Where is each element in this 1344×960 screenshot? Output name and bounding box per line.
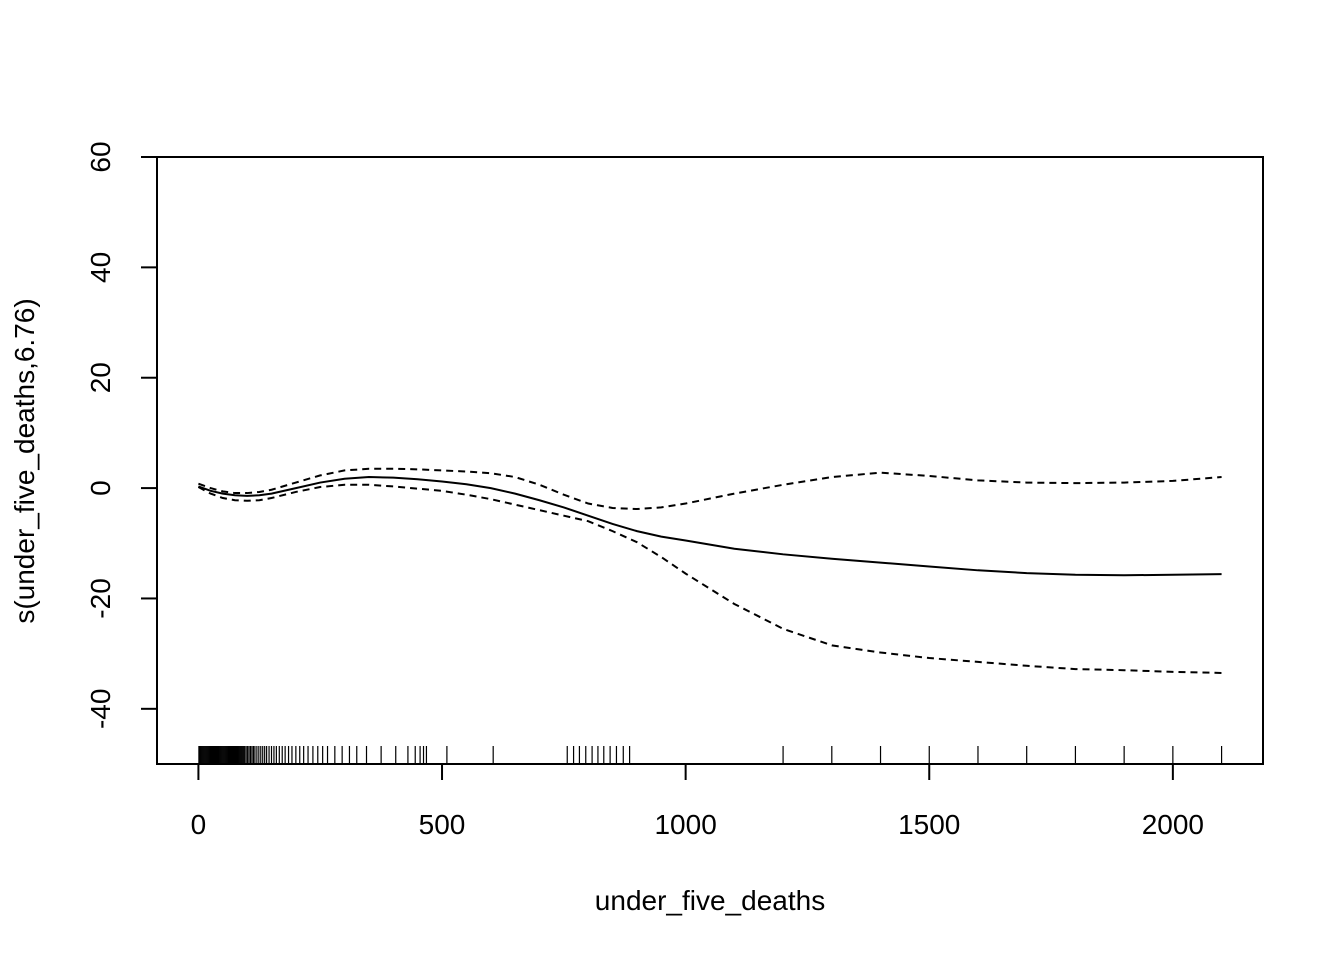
- upper-bound-line: [198, 467, 1222, 511]
- x-axis: 0 500 1000 1500 2000: [191, 763, 1204, 840]
- y-tick-label: 40: [85, 252, 116, 283]
- x-tick-label: 0: [191, 809, 207, 840]
- y-tick-label: 20: [85, 362, 116, 393]
- y-tick-label: 0: [85, 480, 116, 496]
- x-tick-label: 2000: [1142, 809, 1204, 840]
- x-tick-label: 1000: [654, 809, 716, 840]
- y-axis-label: s(under_five_deaths,6.76): [9, 298, 40, 623]
- lower-bound-line: [197, 483, 1222, 674]
- x-tick-label: 500: [419, 809, 466, 840]
- x-tick-label: 1500: [898, 809, 960, 840]
- plot-frame: [156, 156, 1264, 765]
- x-axis-label: under_five_deaths: [595, 885, 825, 916]
- y-axis: -40 -20 0 20 40 60: [85, 141, 158, 729]
- series-lines: [197, 467, 1222, 674]
- estimate-line: [198, 476, 1222, 577]
- rug-marks: [198, 746, 1223, 764]
- y-tick-label: 60: [85, 141, 116, 172]
- y-tick-label: -20: [85, 578, 116, 618]
- y-tick-label: -40: [85, 689, 116, 729]
